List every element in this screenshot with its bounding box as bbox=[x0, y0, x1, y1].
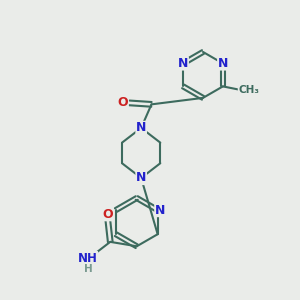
Text: CH₃: CH₃ bbox=[238, 85, 259, 95]
Text: O: O bbox=[118, 96, 128, 110]
Text: N: N bbox=[136, 122, 146, 134]
Text: N: N bbox=[155, 204, 165, 217]
Text: H: H bbox=[84, 264, 93, 274]
Text: N: N bbox=[136, 172, 146, 184]
Text: O: O bbox=[103, 208, 113, 221]
Text: N: N bbox=[178, 57, 188, 70]
Text: N: N bbox=[218, 57, 228, 70]
Text: NH: NH bbox=[78, 252, 98, 265]
